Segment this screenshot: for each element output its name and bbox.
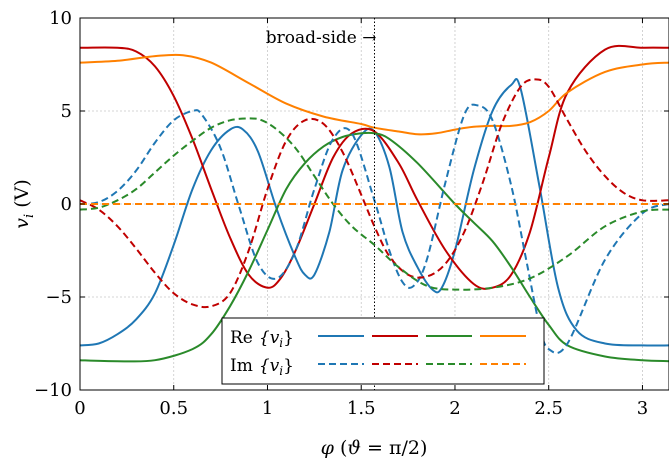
broad-side-annotation: broad-side → [266,28,377,48]
y-axis-label: vi (V) [11,179,37,229]
series-im-1 [80,103,669,355]
x-tick-label: 1.5 [347,398,376,419]
legend-swatches [318,335,526,365]
series-re-3 [80,131,669,363]
y-tick-label: 10 [49,8,72,29]
series-re-2 [80,44,669,290]
series-re-4 [80,53,669,136]
x-axis-label: φ (ϑ = π/2) [321,437,428,459]
legend-row-im: Im {vi} [230,356,294,378]
x-tick-label: 2 [449,398,460,419]
legend-label-im: Im {vi} [230,356,294,378]
y-tick-label: −5 [45,287,72,308]
series-im-3 [80,117,669,291]
x-tick-label: 0 [74,398,85,419]
x-tick-label: 2.5 [534,398,563,419]
y-tick-label: 0 [61,194,72,215]
y-tick-label: 5 [61,101,72,122]
x-tick-label: 0.5 [159,398,188,419]
y-tick-label: −10 [34,380,72,401]
x-tick-label: 1 [262,398,273,419]
legend-box [221,317,545,385]
legend-row-re: Re {vi} [230,328,294,350]
data-curves [80,44,669,363]
axis-ticks: 0 0.5 1 1.5 2 2.5 3 −10 −5 0 5 10 [34,8,669,419]
legend: Re {vi} Im {vi} [221,317,545,385]
legend-label-re: Re {vi} [230,328,294,350]
x-tick-label: 3 [637,398,648,419]
